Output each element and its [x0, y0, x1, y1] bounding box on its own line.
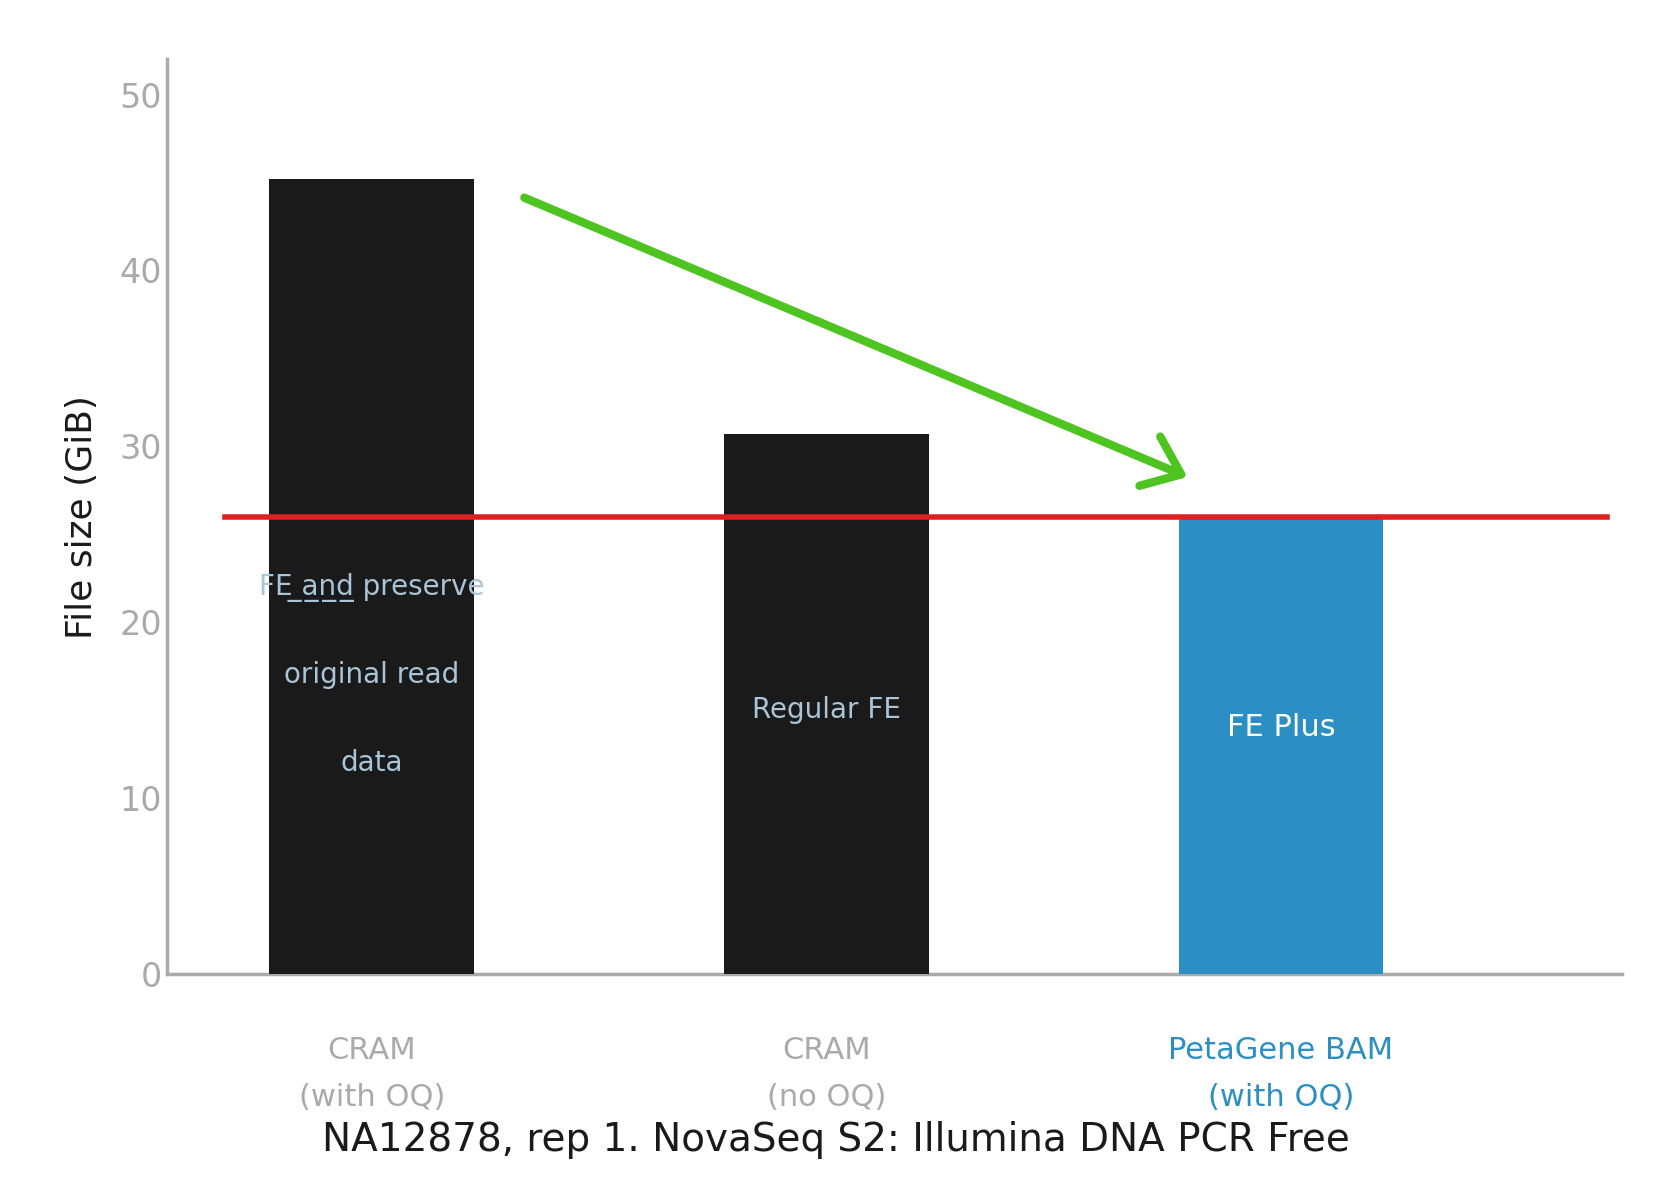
Text: CRAM: CRAM — [782, 1036, 871, 1064]
Text: (with OQ): (with OQ) — [299, 1083, 445, 1112]
Text: FE ̲a̲n̲d̲ preserve: FE ̲a̲n̲d̲ preserve — [259, 573, 485, 601]
Text: Regular FE: Regular FE — [752, 696, 901, 725]
Text: (no OQ): (no OQ) — [767, 1083, 886, 1112]
Text: data: data — [341, 750, 403, 777]
Bar — [1179, 517, 1383, 974]
Text: FE Plus: FE Plus — [1227, 713, 1336, 742]
Text: NA12878, rep 1. NovaSeq S2: Illumina DNA PCR Free: NA12878, rep 1. NovaSeq S2: Illumina DNA… — [323, 1121, 1349, 1159]
Text: (with OQ): (with OQ) — [1207, 1083, 1354, 1112]
Text: CRAM: CRAM — [328, 1036, 416, 1064]
Text: PetaGene BAM: PetaGene BAM — [1169, 1036, 1393, 1064]
Text: original read: original read — [284, 661, 460, 689]
Bar — [269, 179, 475, 974]
Y-axis label: File size (GiB): File size (GiB) — [65, 394, 99, 639]
Bar — [724, 434, 928, 974]
